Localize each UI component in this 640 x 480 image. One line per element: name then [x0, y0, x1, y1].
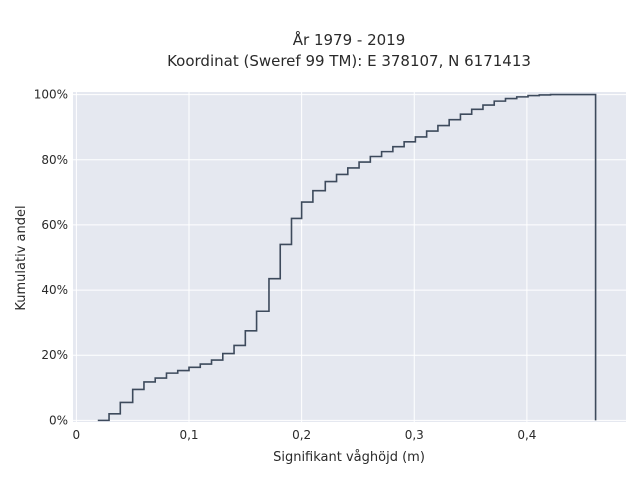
- y-tick-label: 80%: [41, 153, 68, 167]
- x-axis-label: Signifikant våghöjd (m): [273, 450, 425, 465]
- x-tick-label: 0,3: [405, 428, 424, 442]
- y-tick-label: 60%: [41, 218, 68, 232]
- x-tick-label: 0,1: [179, 428, 198, 442]
- chart-title-line-2: Koordinat (Sweref 99 TM): E 378107, N 61…: [167, 52, 531, 70]
- y-tick-label: 40%: [41, 283, 68, 297]
- chart-title-line-1: År 1979 - 2019: [293, 30, 406, 49]
- series-layer: [97, 93, 597, 422]
- x-tick-label: 0,2: [292, 428, 311, 442]
- x-tick-label: 0,4: [517, 428, 536, 442]
- x-tick-label: 0: [73, 428, 81, 442]
- y-tick-label: 100%: [34, 88, 68, 102]
- axis-ticks: 0 0,1 0,2 0,3 0,4 0% 20% 40% 60% 80% 100%: [34, 88, 537, 442]
- grid-lines: [73, 92, 626, 422]
- plot-background: [73, 92, 626, 422]
- y-axis-label: Kumulativ andel: [14, 205, 29, 310]
- y-tick-label: 20%: [41, 348, 68, 362]
- cumulative-share-step-line: [97, 93, 597, 422]
- y-tick-label: 0%: [49, 413, 68, 427]
